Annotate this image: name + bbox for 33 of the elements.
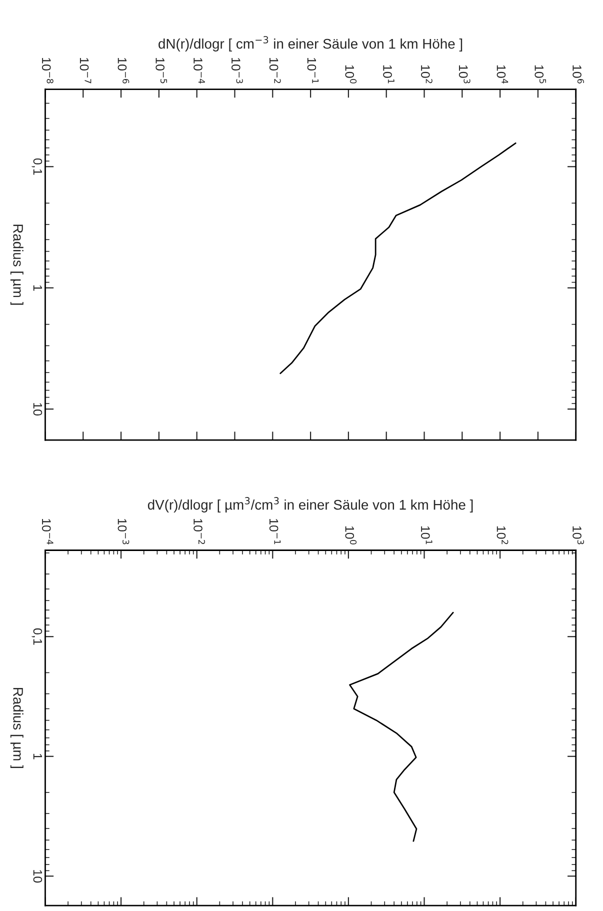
y-tick-label: 10 — [33, 403, 42, 416]
x-tick-label: 10$^{0}$ — [345, 526, 357, 544]
x-tick-label: 10$^{−3}$ — [231, 58, 243, 84]
x-tick-label: 10$^{−2}$ — [194, 518, 205, 544]
x-tick-label: 10$^{−7}$ — [80, 58, 92, 84]
x-tick-label: 10$^{3}$ — [572, 526, 584, 544]
x-tick-label: 10$^{6}$ — [572, 65, 584, 84]
x-tick-label: 10$^{−1}$ — [307, 58, 319, 84]
x-tick-label: 10$^{2}$ — [420, 65, 432, 84]
x-tick-label: 10$^{−4}$ — [194, 58, 205, 84]
x-tick-label: 10$^{1}$ — [420, 526, 432, 544]
y-tick-label: 0,1 — [32, 158, 42, 175]
y-axis-title: Radius [ µm ] — [10, 688, 24, 768]
x-tick-label: 10$^{−8}$ — [42, 58, 54, 84]
y-axis-title: Radius [ µm ] — [10, 224, 24, 305]
x-tick-label: 10$^{−3}$ — [118, 518, 130, 544]
y-tick-label: 1 — [33, 754, 42, 760]
x-tick-label: 10$^{1}$ — [383, 65, 394, 84]
x-tick-label: 10$^{−6}$ — [118, 58, 130, 84]
x-tick-label: 10$^{−2}$ — [269, 58, 281, 84]
y-tick-label: 0,1 — [32, 628, 42, 645]
x-tick-label: 10$^{−4}$ — [42, 518, 54, 544]
x-tick-label: 10$^{0}$ — [345, 65, 357, 84]
x-axis-title: dV(r)/dlogr [ µm$^{3}$/cm$^{3}$ in einer Säule von 1 km Höhe ] — [148, 497, 473, 512]
x-tick-label: 10$^{2}$ — [496, 526, 508, 544]
y-tick-label: 1 — [33, 285, 42, 291]
x-axis-title: dN(r)/dlogr [ cm$^{−3}$ in einer Säule von 1 km Höhe ] — [158, 36, 462, 52]
x-tick-label: 10$^{−5}$ — [156, 58, 167, 84]
x-tick-label: 10$^{3}$ — [458, 65, 470, 84]
x-tick-label: 10$^{5}$ — [534, 65, 546, 84]
x-tick-label: 10$^{−1}$ — [269, 518, 281, 544]
x-tick-label: 10$^{4}$ — [496, 65, 508, 84]
y-tick-label: 10 — [33, 870, 42, 883]
